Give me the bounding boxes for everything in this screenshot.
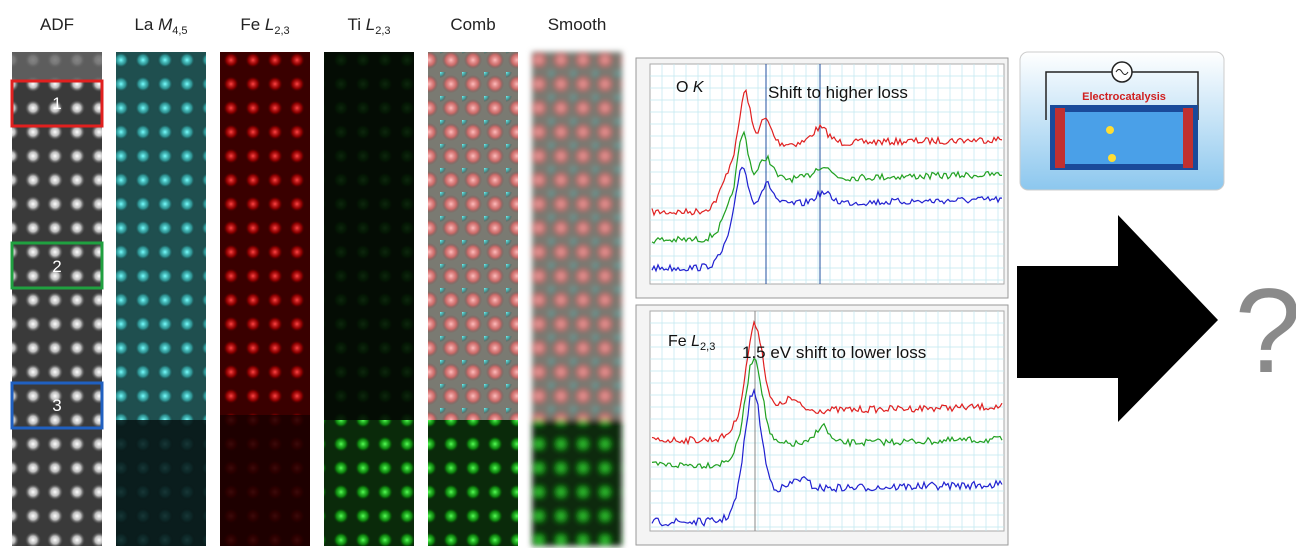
label-part: 4,5 (172, 25, 187, 37)
region-label: 2 (52, 257, 61, 276)
label-part: L (366, 15, 375, 34)
edge-label: Fe L2,3 (668, 333, 715, 353)
spectrum-panel: O K Shift to higher loss (635, 57, 1009, 299)
comb-map (428, 52, 518, 546)
label-part: Fe (240, 15, 265, 34)
label-part: ADF (40, 15, 74, 34)
region-label: 3 (52, 396, 61, 415)
label-part: 2,3 (375, 25, 390, 37)
region-box (10, 79, 104, 128)
spectrum-curve (651, 319, 1003, 446)
spectrum-curve (651, 388, 1003, 527)
region-label: 1 (52, 94, 61, 113)
spectrum-curve (651, 357, 1003, 470)
edge-label: O K (676, 79, 705, 96)
label-part: Comb (450, 15, 495, 34)
label-part: M (158, 15, 173, 34)
column-label: Comb (450, 15, 495, 34)
smooth-map (532, 52, 622, 546)
column-label: Smooth (548, 15, 607, 34)
adf-strip (12, 52, 102, 546)
label-part: 2,3 (274, 25, 289, 37)
label-part: Smooth (548, 15, 607, 34)
column-label: ADF (40, 15, 74, 34)
label-part: La (134, 15, 158, 34)
column-label: La M4,5 (134, 15, 187, 37)
region-box (10, 381, 104, 430)
spectrum-curve (651, 166, 1003, 273)
spectrum-curve (651, 130, 1002, 244)
region-box (10, 241, 104, 290)
arrow (1017, 215, 1218, 422)
spectrum-panel: Fe L2,3 1.5 eV shift to lower loss (635, 304, 1009, 546)
label-part: L (265, 15, 274, 34)
ti-map (324, 52, 414, 546)
label-part: Ti (347, 15, 365, 34)
column-label: Fe L2,3 (240, 15, 289, 37)
annotation: 1.5 eV shift to lower loss (742, 343, 926, 362)
question-mark: ? (1235, 264, 1296, 398)
schematic-label: Electrocatalysis (1082, 91, 1166, 103)
fe-map (220, 52, 310, 546)
column-label: Ti L2,3 (347, 15, 390, 37)
annotation: Shift to higher loss (768, 83, 908, 102)
spectrum-curve (651, 88, 1003, 217)
electrocatalysis-schematic: Electrocatalysis (1019, 51, 1225, 191)
la-map (116, 52, 206, 546)
